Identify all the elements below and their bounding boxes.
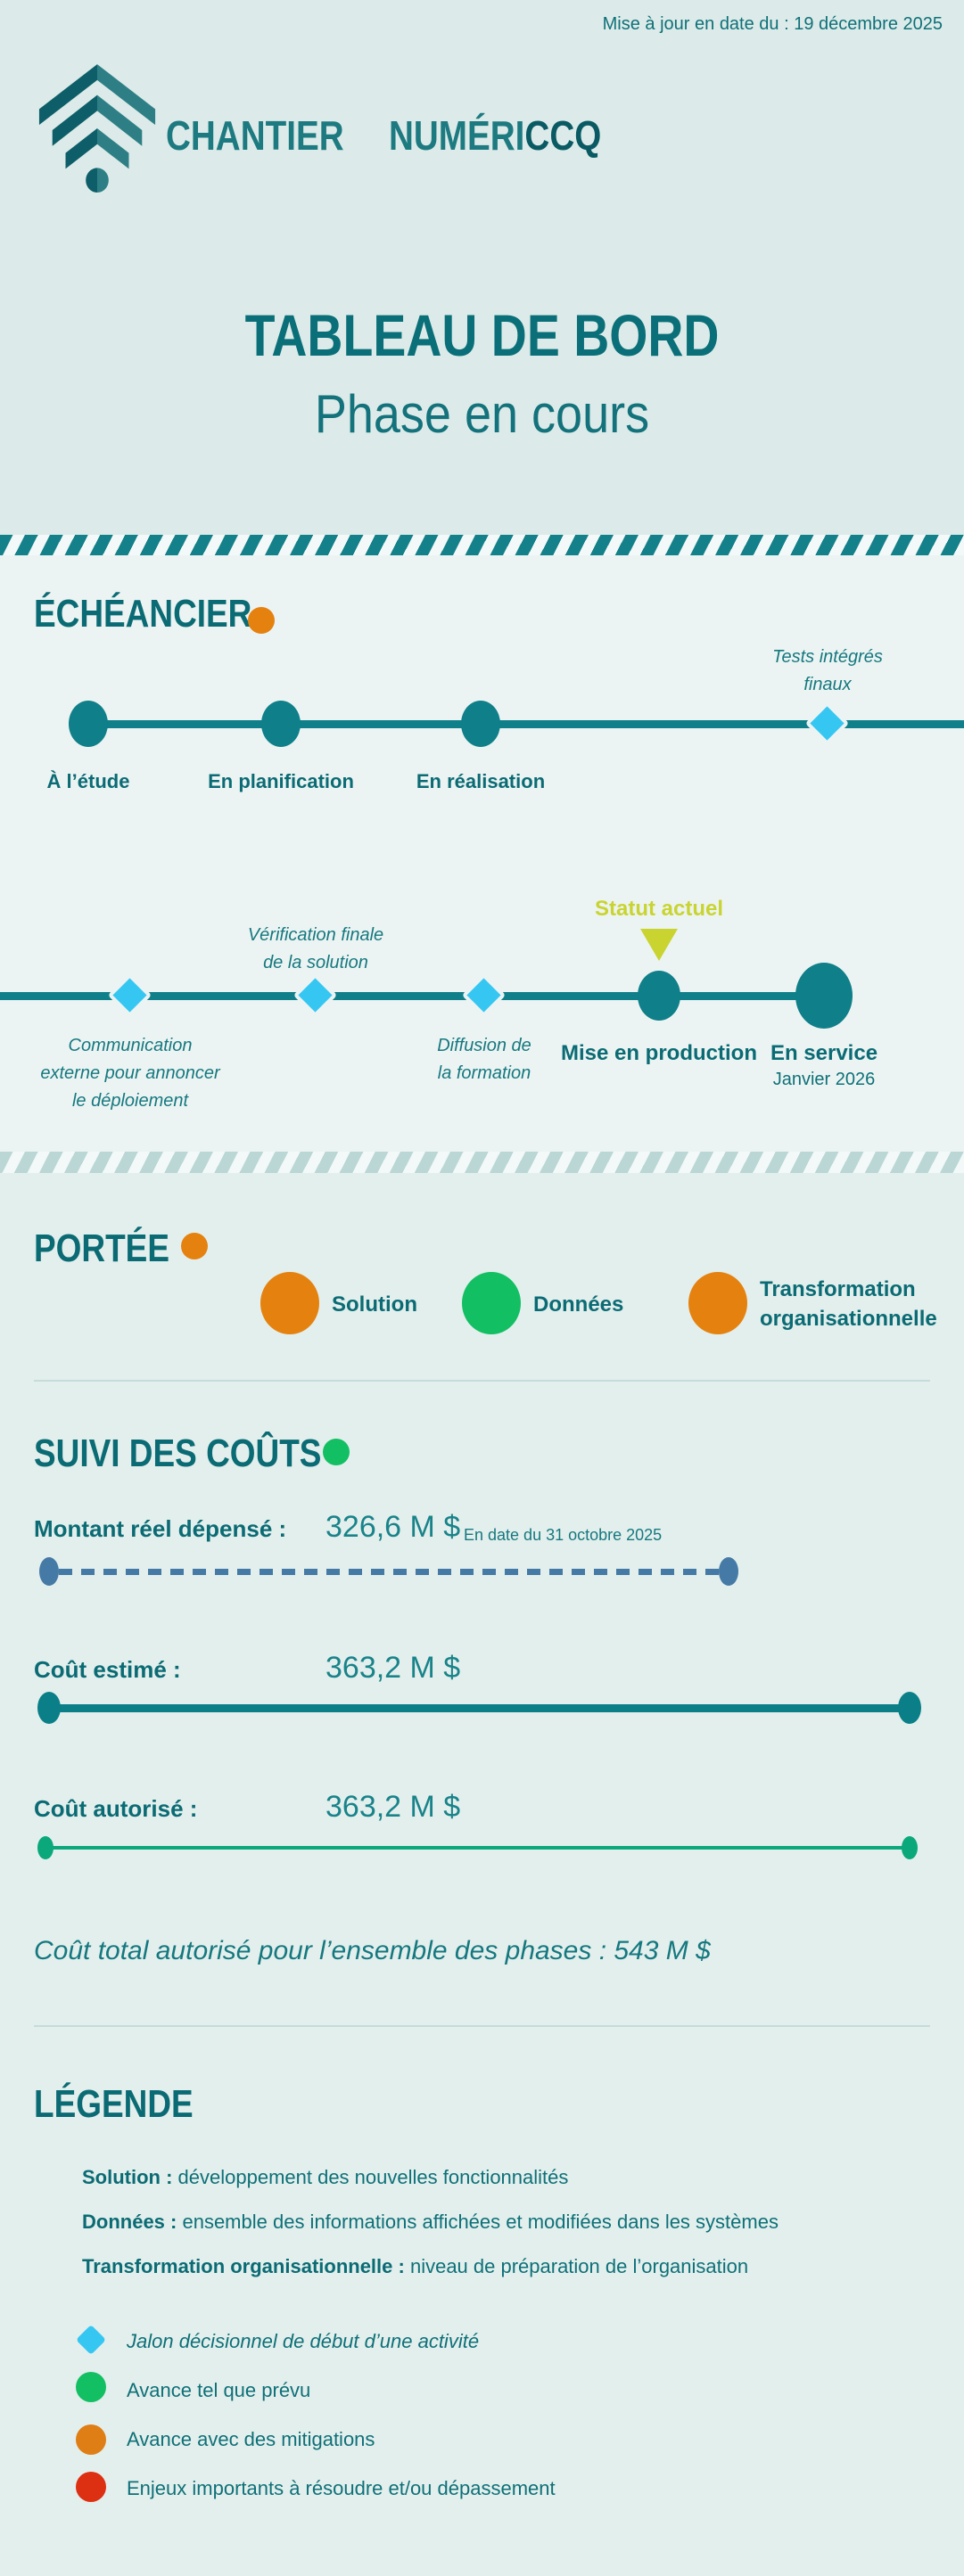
legend-marker-green: Avance tel que prévu [127,2379,311,2401]
scope-label-solution: Solution [332,1292,417,1317]
timeline-zone [0,555,964,1152]
cost-label-autorise: Coût autorisé : [34,1795,198,1822]
cost-bar-autorise-end-dot [902,1836,918,1859]
legend-green-circle-icon [76,2372,106,2402]
timeline-date-en-service: Janvier 2026 [772,1070,876,1089]
cost-value-autorise: 363,2 M $ [325,1790,461,1824]
logo-line2-dark: CCQ [524,112,602,159]
timeline-row2-line [0,992,824,1000]
statut-actuel-label: Statut actuel [594,897,724,921]
logo-line2-light: NUMÉRI [389,112,525,159]
legende-heading: LÉGENDE [34,2082,194,2126]
cost-note-depense: En date du 31 octobre 2025 [464,1526,663,1544]
scope-label-donnees: Données [533,1292,624,1317]
timeline-label-mise-en-production: Mise en production [560,1041,757,1065]
cost-bar-autorise [45,1846,910,1850]
section-divider-line-2 [34,2025,930,2027]
milestone-label-diffusion: Diffusion de la formation [437,1036,531,1083]
timeline-node-a-letude [69,701,108,747]
couts-heading: SUIVI DES COÛTS [34,1432,322,1475]
logo-wordmark: CHANTIER NUMÉRICCQ [166,112,642,159]
timeline-row1-line [88,720,964,728]
legend-red-circle-icon [76,2472,106,2502]
last-updated-text: Mise à jour en date du : 19 décembre 202… [602,14,943,34]
header-zone [0,0,964,535]
striped-divider-top [0,535,964,555]
page-title: TABLEAU DE BORD [244,302,720,368]
milestone-label-verification: Vérification finale de la solution [247,925,384,972]
chantier-numeric-logo-icon [38,64,156,193]
timeline-node-mise-en-production [638,971,680,1021]
legend-marker-jalon: Jalon décisionnel de début d’une activit… [127,2330,480,2352]
legend-def-solution: Solution : développement des nouvelles f… [82,2166,569,2188]
timeline-label-en-realisation: En réalisation [416,770,546,792]
timeline-label-en-planification: En planification [208,770,354,792]
cost-bar-estime [49,1704,910,1712]
cost-bar-depense-end-dot [719,1557,738,1586]
echeancier-status-dot [248,607,275,634]
milestone-label-tests-integres: Tests intégrés finaux [772,647,883,694]
timeline-label-a-letude: À l’étude [46,770,130,792]
cost-bar-estime-start-dot [37,1692,61,1724]
cost-bar-depense-start-dot [39,1557,59,1586]
cost-value-depense: 326,6 M $ [325,1510,461,1544]
timeline-label-en-service: En service [770,1041,878,1065]
legend-orange-circle-icon [76,2424,106,2455]
legend-marker-red: Enjeux importants à résoudre et/ou dépas… [127,2477,556,2499]
cost-bar-autorise-start-dot [37,1836,54,1859]
striped-divider-bottom [0,1152,964,1173]
page-subtitle: Phase en cours [314,384,650,444]
statut-actuel-pointer-icon [640,929,678,961]
legend-def-donnees: Données : ensemble des informations affi… [82,2211,779,2233]
logo-line1: CHANTIER [166,112,344,159]
cost-label-depense: Montant réel dépensé : [34,1515,287,1542]
cost-bar-estime-end-dot [898,1692,921,1724]
legend-marker-orange: Avance avec des mitigations [127,2428,375,2450]
scope-label-transformation: Transformation organisationnelle [760,1277,937,1331]
scope-circle-solution [260,1272,319,1334]
timeline-node-en-planification [261,701,301,747]
legend-def-transformation: Transformation organisationnelle : nivea… [82,2255,749,2277]
scope-circle-donnees [462,1272,521,1334]
couts-status-dot [323,1439,350,1465]
cost-total-note: Coût total autorisé pour l’ensemble des … [34,1936,711,1965]
cost-label-estime: Coût estimé : [34,1656,181,1683]
timeline-node-en-realisation [461,701,500,747]
milestone-label-communication: Communication externe pour annoncer le d… [40,1036,220,1111]
echeancier-heading: ÉCHÉANCIER [34,592,252,636]
lower-zone [0,1173,964,2576]
portee-status-dot [181,1233,208,1259]
portee-heading: PORTÉE [34,1226,169,1270]
scope-circle-transformation [688,1272,747,1334]
timeline-node-en-service [795,963,853,1029]
cost-bar-depense [59,1569,719,1575]
cost-value-estime: 363,2 M $ [325,1651,461,1685]
section-divider-line [34,1380,930,1382]
